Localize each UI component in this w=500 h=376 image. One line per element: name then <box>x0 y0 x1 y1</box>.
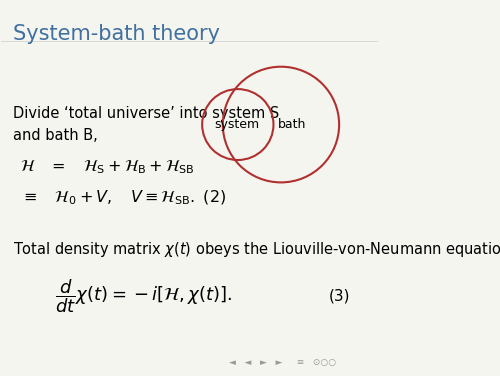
Text: $\mathcal{H}$   $=$   $\mathcal{H}_\mathrm{S} + \mathcal{H}_\mathrm{B} + \mathca: $\mathcal{H}$ $=$ $\mathcal{H}_\mathrm{S… <box>20 159 195 176</box>
Text: bath: bath <box>278 118 306 131</box>
Text: System-bath theory: System-bath theory <box>12 24 220 44</box>
Text: system: system <box>214 118 260 131</box>
Text: (3): (3) <box>329 289 350 304</box>
Text: $\equiv$   $\mathcal{H}_0 + V, \quad V \equiv \mathcal{H}_\mathrm{SB}.$ (2): $\equiv$ $\mathcal{H}_0 + V, \quad V \eq… <box>20 188 227 206</box>
Text: ◄   ◄   ►   ►     ≡   ⊙○○: ◄ ◄ ► ► ≡ ⊙○○ <box>230 358 336 367</box>
Text: Total density matrix $\chi(t)$ obeys the Liouville-von-Neumann equation: Total density matrix $\chi(t)$ obeys the… <box>12 240 500 259</box>
Text: $\dfrac{d}{dt}\chi(t) = -i[\mathcal{H}, \chi(t)].$: $\dfrac{d}{dt}\chi(t) = -i[\mathcal{H}, … <box>56 277 233 315</box>
Text: Divide ‘total universe’ into system S
and bath B,: Divide ‘total universe’ into system S an… <box>12 106 279 143</box>
